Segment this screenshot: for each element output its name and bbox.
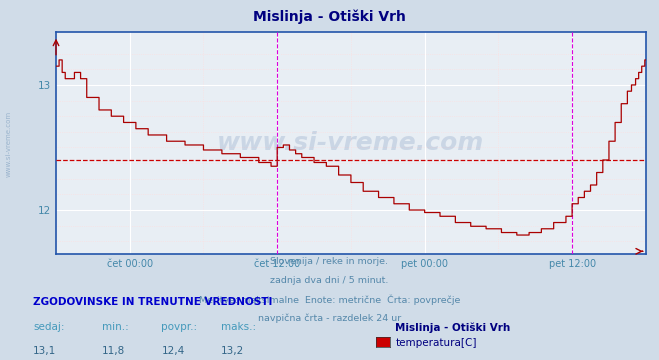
Text: 13,2: 13,2: [221, 346, 244, 356]
Text: www.si-vreme.com: www.si-vreme.com: [217, 131, 484, 155]
Text: Slovenija / reke in morje.: Slovenija / reke in morje.: [270, 257, 389, 266]
Text: 12,4: 12,4: [161, 346, 185, 356]
Text: min.:: min.:: [102, 322, 129, 332]
Text: Meritve: maksimalne  Enote: metrične  Črta: povprečje: Meritve: maksimalne Enote: metrične Črta…: [199, 295, 460, 305]
Text: navpična črta - razdelek 24 ur: navpična črta - razdelek 24 ur: [258, 314, 401, 323]
Text: sedaj:: sedaj:: [33, 322, 65, 332]
Text: 13,1: 13,1: [33, 346, 56, 356]
Text: ZGODOVINSKE IN TRENUTNE VREDNOSTI: ZGODOVINSKE IN TRENUTNE VREDNOSTI: [33, 297, 272, 307]
Text: www.si-vreme.com: www.si-vreme.com: [5, 111, 12, 177]
Text: Mislinja - Otiški Vrh: Mislinja - Otiški Vrh: [395, 322, 511, 333]
Text: temperatura[C]: temperatura[C]: [395, 338, 477, 348]
Text: Mislinja - Otiški Vrh: Mislinja - Otiški Vrh: [253, 9, 406, 23]
Text: povpr.:: povpr.:: [161, 322, 198, 332]
Text: 11,8: 11,8: [102, 346, 125, 356]
Text: zadnja dva dni / 5 minut.: zadnja dva dni / 5 minut.: [270, 276, 389, 285]
Text: maks.:: maks.:: [221, 322, 256, 332]
